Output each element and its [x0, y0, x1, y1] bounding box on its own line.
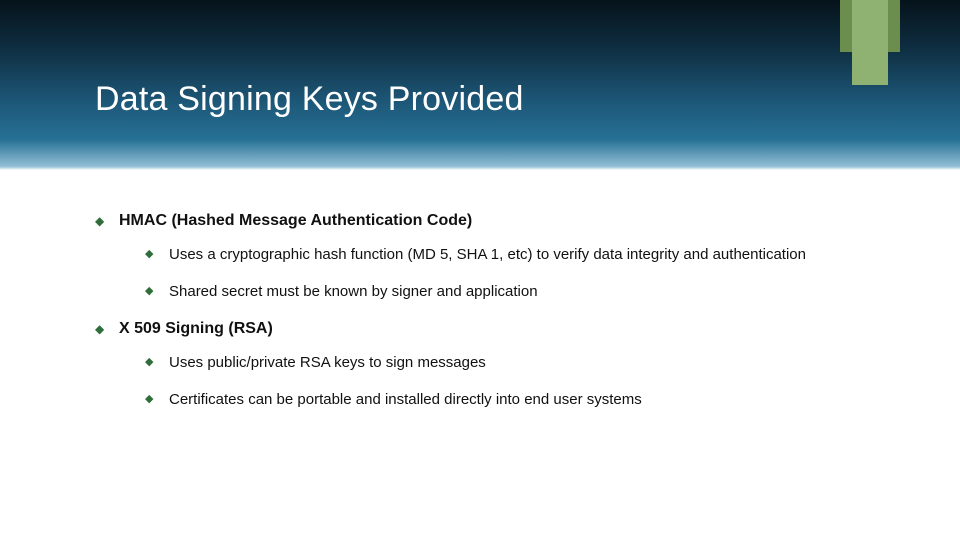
list-group: ◆ HMAC (Hashed Message Authentication Co… — [95, 211, 875, 301]
l1-text: X 509 Signing (RSA) — [119, 319, 273, 339]
diamond-bullet-icon: ◆ — [95, 211, 105, 231]
l2-text: Uses public/private RSA keys to sign mes… — [169, 353, 486, 372]
list-item-l2: ◆ Uses public/private RSA keys to sign m… — [145, 353, 875, 372]
list-item-l1: ◆ HMAC (Hashed Message Authentication Co… — [95, 211, 875, 231]
l2-text: Certificates can be portable and install… — [169, 390, 642, 409]
content-area: ◆ HMAC (Hashed Message Authentication Co… — [95, 205, 875, 427]
slide-title: Data Signing Keys Provided — [95, 80, 524, 119]
list-item-l2: ◆ Uses a cryptographic hash function (MD… — [145, 245, 875, 264]
diamond-bullet-icon: ◆ — [145, 353, 155, 371]
l2-text: Shared secret must be known by signer an… — [169, 282, 538, 301]
l2-text: Uses a cryptographic hash function (MD 5… — [169, 245, 806, 264]
list-item-l2: ◆ Shared secret must be known by signer … — [145, 282, 875, 301]
diamond-bullet-icon: ◆ — [95, 319, 105, 339]
diamond-bullet-icon: ◆ — [145, 282, 155, 300]
slide: Data Signing Keys Provided ◆ HMAC (Hashe… — [0, 0, 960, 540]
diamond-bullet-icon: ◆ — [145, 390, 155, 408]
accent-tab-front — [852, 0, 888, 85]
list-item-l1: ◆ X 509 Signing (RSA) — [95, 319, 875, 339]
diamond-bullet-icon: ◆ — [145, 245, 155, 263]
l1-text: HMAC (Hashed Message Authentication Code… — [119, 211, 472, 231]
list-item-l2: ◆ Certificates can be portable and insta… — [145, 390, 875, 409]
accent-tab — [840, 0, 900, 85]
list-group: ◆ X 509 Signing (RSA) ◆ Uses public/priv… — [95, 319, 875, 409]
